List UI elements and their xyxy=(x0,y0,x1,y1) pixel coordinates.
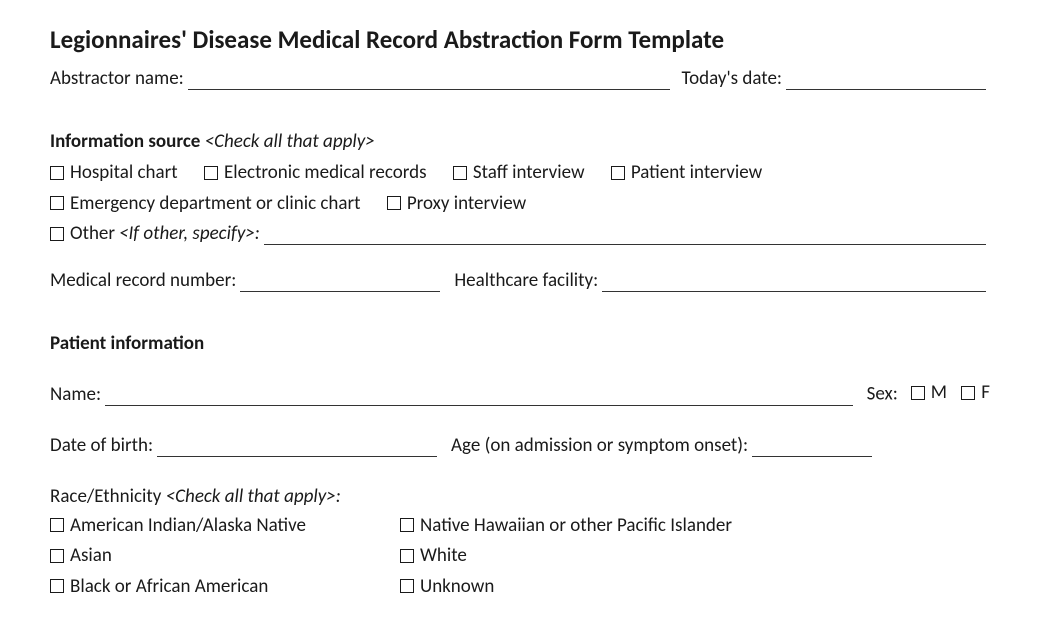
checkbox-label: Staff interview xyxy=(473,161,585,184)
mrn-field[interactable] xyxy=(240,271,440,292)
checkbox-icon xyxy=(50,549,64,563)
checkbox-other[interactable]: Other xyxy=(50,222,115,245)
form-title: Legionnaires' Disease Medical Record Abs… xyxy=(50,24,990,55)
checkbox-sex-f[interactable]: F xyxy=(961,381,990,404)
checkbox-label: Emergency department or clinic chart xyxy=(70,192,361,215)
checkbox-icon xyxy=(453,166,467,180)
checkbox-hospital-chart[interactable]: Hospital chart xyxy=(50,161,178,184)
checkbox-label: Patient interview xyxy=(631,161,762,184)
race-ethnicity-hint: <Check all that apply>: xyxy=(166,485,341,508)
other-specify-hint: <If other, specify>: xyxy=(119,222,260,245)
checkbox-race-aian[interactable]: American Indian/Alaska Native xyxy=(50,514,306,537)
checkbox-icon xyxy=(400,518,414,532)
name-label: Name: xyxy=(50,383,101,406)
checkbox-icon xyxy=(400,549,414,563)
checkbox-icon xyxy=(911,386,925,400)
checkbox-icon xyxy=(611,166,625,180)
checkbox-emr[interactable]: Electronic medical records xyxy=(204,161,427,184)
checkbox-icon xyxy=(50,579,64,593)
other-specify-field[interactable] xyxy=(264,224,986,245)
checkbox-label: M xyxy=(931,381,947,404)
checkbox-label: Native Hawaiian or other Pacific Islande… xyxy=(420,514,732,537)
checkbox-race-asian[interactable]: Asian xyxy=(50,544,112,567)
checkbox-icon xyxy=(50,166,64,180)
mrn-label: Medical record number: xyxy=(50,269,236,292)
checkbox-label: Proxy interview xyxy=(407,192,526,215)
facility-label: Healthcare facility: xyxy=(454,269,598,292)
patient-info-heading: Patient information xyxy=(50,332,990,355)
checkbox-race-unknown[interactable]: Unknown xyxy=(400,575,494,598)
checkbox-icon xyxy=(50,227,64,241)
checkbox-label: F xyxy=(981,381,990,404)
info-source-heading: Information source xyxy=(50,130,200,153)
dob-label: Date of birth: xyxy=(50,434,153,457)
checkbox-ed-clinic[interactable]: Emergency department or clinic chart xyxy=(50,192,361,215)
checkbox-label: Electronic medical records xyxy=(224,161,427,184)
checkbox-sex-m[interactable]: M xyxy=(911,381,947,404)
checkbox-label: Black or African American xyxy=(70,575,268,598)
abstractor-name-field[interactable] xyxy=(188,69,670,90)
abstractor-name-label: Abstractor name: xyxy=(50,67,184,90)
checkbox-icon xyxy=(961,386,975,400)
checkbox-label: Hospital chart xyxy=(70,161,178,184)
age-field[interactable] xyxy=(752,436,872,457)
info-source-hint: <Check all that apply> xyxy=(205,130,375,153)
checkbox-label: Asian xyxy=(70,544,112,567)
checkbox-label: Unknown xyxy=(420,575,494,598)
name-field[interactable] xyxy=(105,385,853,406)
checkbox-icon xyxy=(400,579,414,593)
checkbox-icon xyxy=(50,196,64,210)
todays-date-field[interactable] xyxy=(786,69,986,90)
todays-date-label: Today's date: xyxy=(682,67,782,90)
facility-field[interactable] xyxy=(602,271,986,292)
checkbox-proxy-interview[interactable]: Proxy interview xyxy=(387,192,526,215)
checkbox-label: Other xyxy=(70,222,115,245)
checkbox-staff-interview[interactable]: Staff interview xyxy=(453,161,585,184)
sex-label: Sex: xyxy=(867,383,898,406)
checkbox-race-white[interactable]: White xyxy=(400,544,467,567)
checkbox-icon xyxy=(50,518,64,532)
race-ethnicity-label: Race/Ethnicity xyxy=(50,485,161,508)
checkbox-label: American Indian/Alaska Native xyxy=(70,514,306,537)
dob-field[interactable] xyxy=(157,436,437,457)
checkbox-race-nhpi[interactable]: Native Hawaiian or other Pacific Islande… xyxy=(400,514,732,537)
checkbox-label: White xyxy=(420,544,467,567)
checkbox-icon xyxy=(204,166,218,180)
checkbox-race-black[interactable]: Black or African American xyxy=(50,575,268,598)
age-label: Age (on admission or symptom onset): xyxy=(451,434,748,457)
checkbox-patient-interview[interactable]: Patient interview xyxy=(611,161,762,184)
checkbox-icon xyxy=(387,196,401,210)
